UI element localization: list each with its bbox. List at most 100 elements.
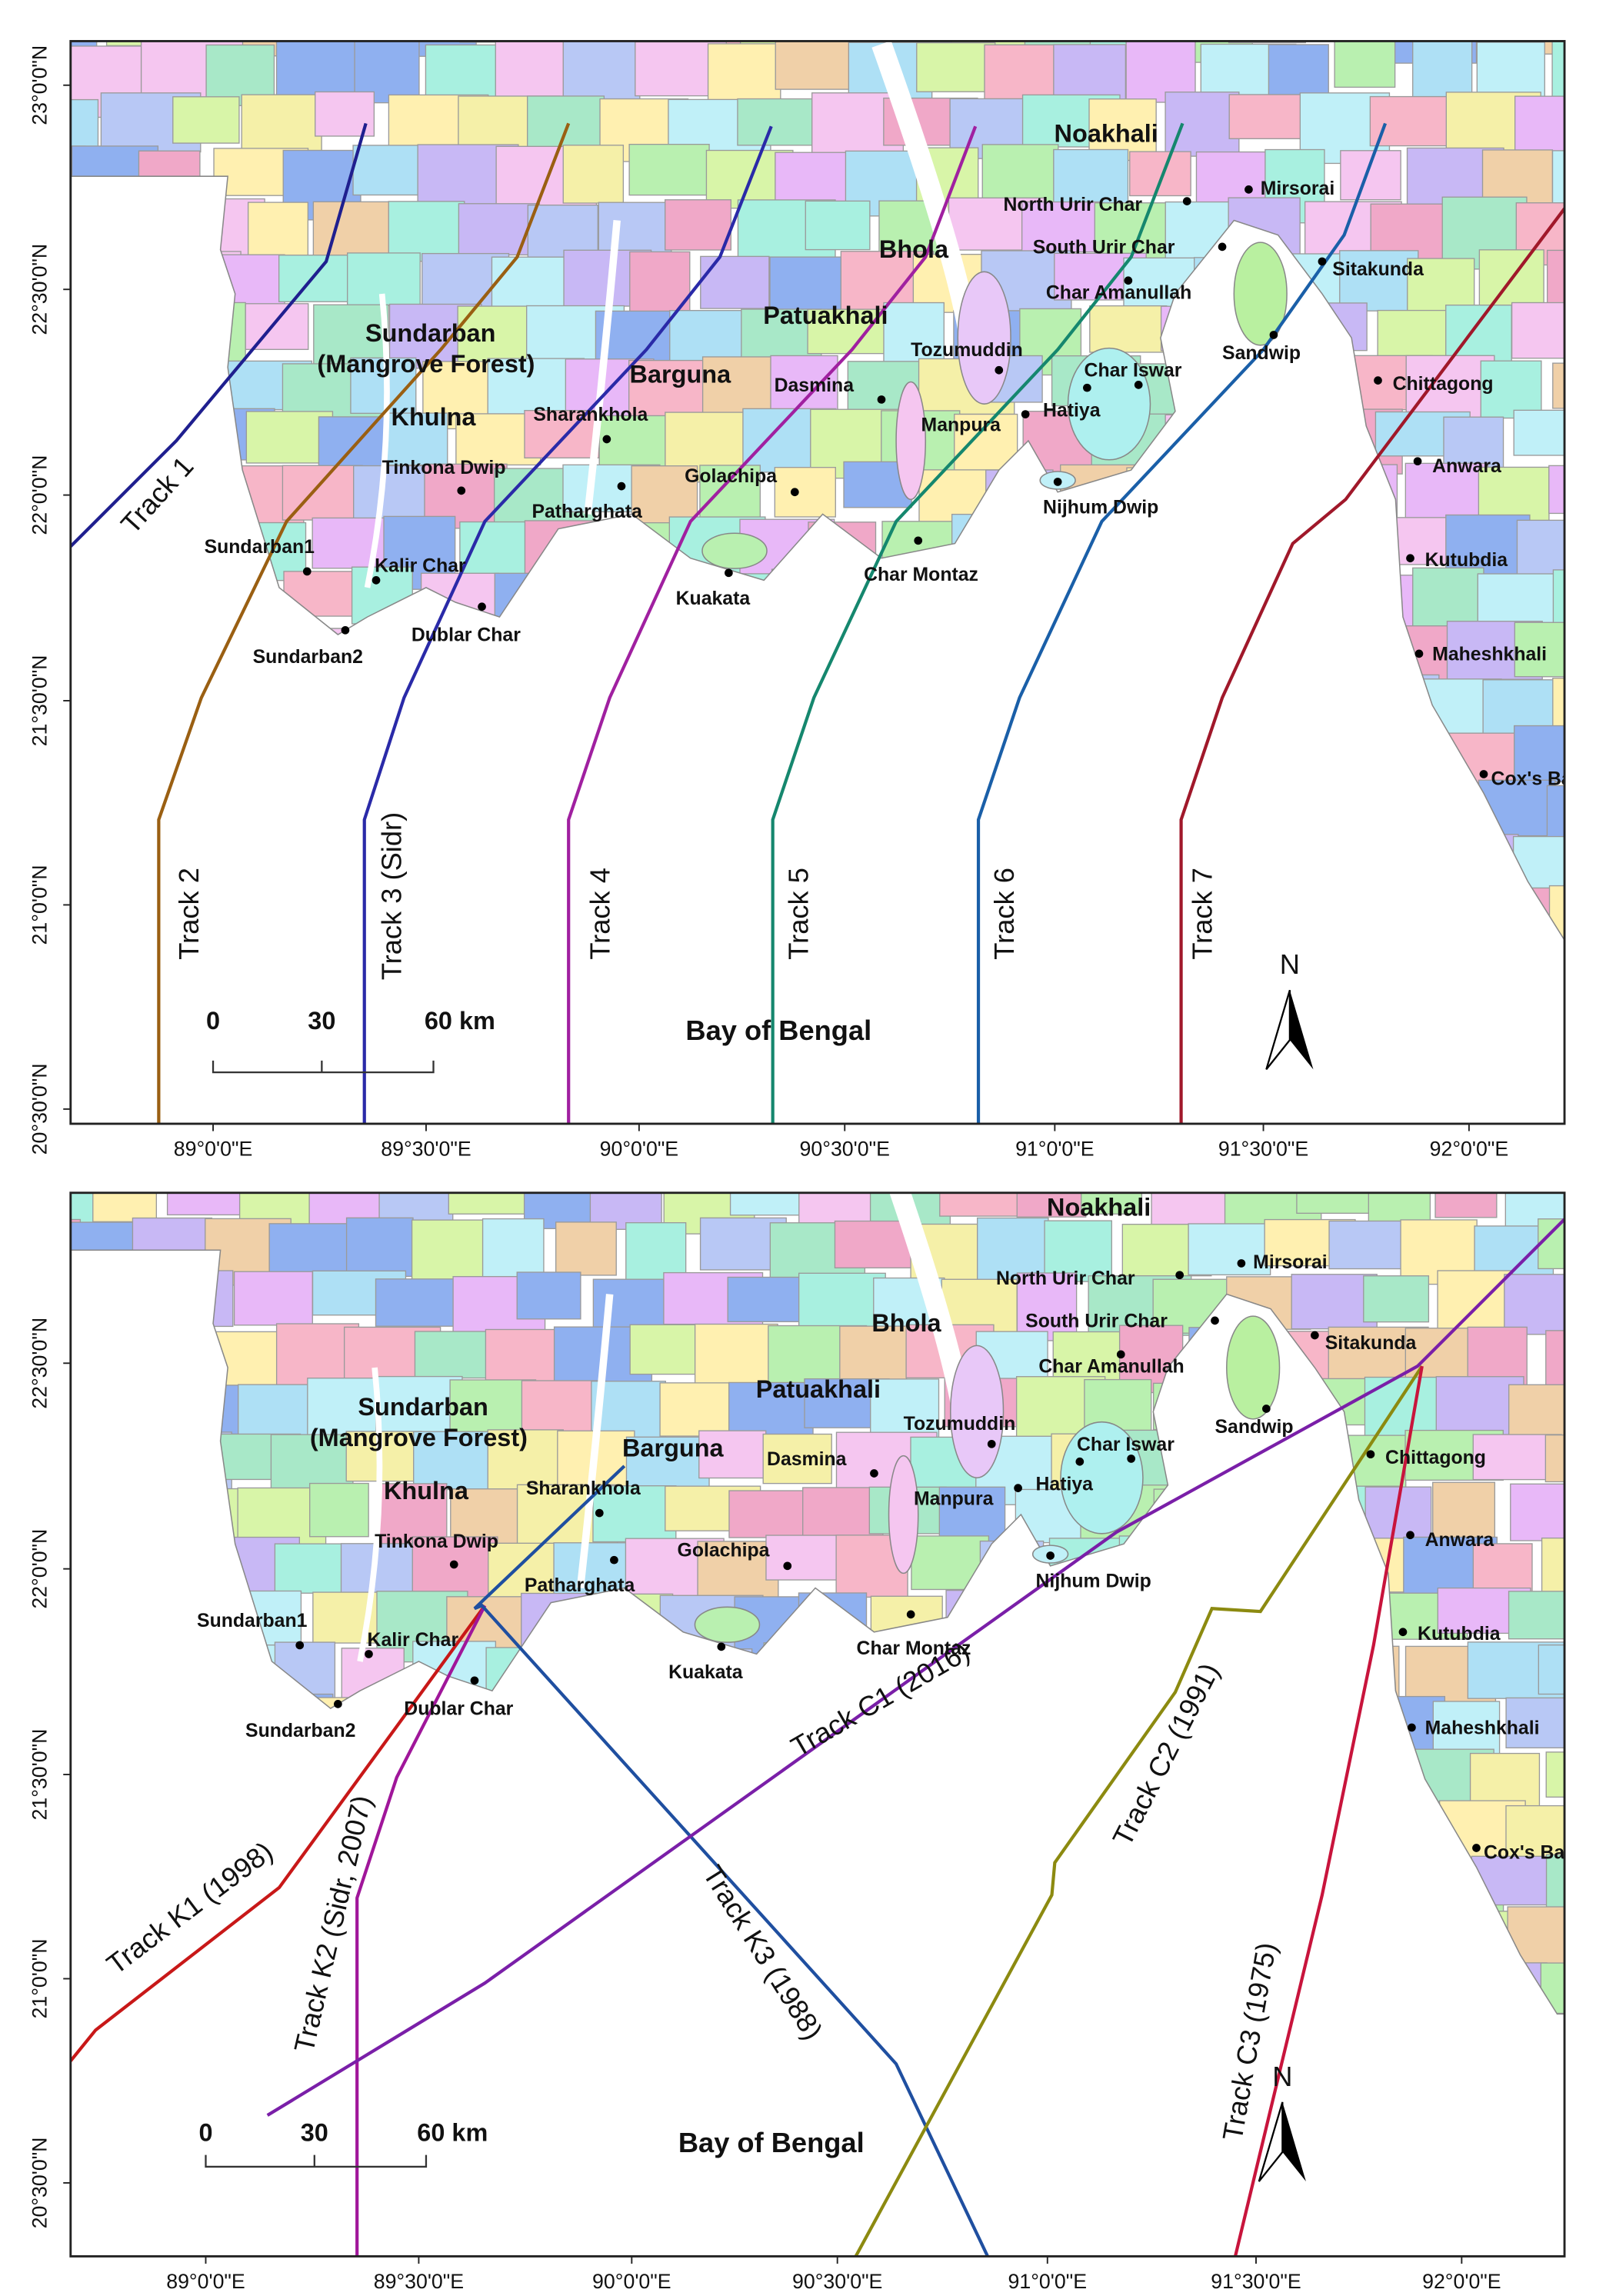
place-dot: [295, 1641, 305, 1650]
region-label: Patuakhali: [756, 1375, 881, 1403]
district: [516, 1271, 581, 1320]
island: [1060, 1421, 1144, 1535]
place-label: Mirsorai: [1253, 1252, 1328, 1273]
place-label: Dasmina: [767, 1449, 847, 1470]
place-label: Chittagong: [1385, 1448, 1486, 1468]
track-label: Track 4: [585, 868, 616, 960]
island: [888, 1455, 919, 1575]
place-dot: [602, 435, 611, 444]
x-axis-label: 90°30'0"E: [800, 1137, 890, 1160]
region-label: Patuakhali: [763, 302, 888, 329]
place-label: Sandwip: [1222, 343, 1301, 364]
place-label: Tozumuddin: [911, 340, 1023, 361]
district: [270, 1434, 354, 1491]
place-dot: [1134, 381, 1143, 389]
cyclone-track: [1233, 1365, 1424, 2257]
region-label: (Mangrove Forest): [310, 1424, 528, 1451]
place-label: Manpura: [921, 415, 1001, 435]
cyclone-track: [567, 125, 978, 1124]
island: [895, 381, 927, 501]
y-axis-label: 23°0'0"N: [28, 45, 52, 125]
place-label: Golachipa: [678, 1540, 770, 1561]
district: [1544, 1434, 1565, 1483]
district: [166, 1192, 245, 1216]
x-axis-label: 92°0'0"E: [1422, 2270, 1501, 2293]
cyclone-track: [976, 122, 1388, 1124]
scale-bar: [205, 2154, 428, 2168]
district: [1538, 1644, 1565, 1695]
x-axis-label: 90°0'0"E: [600, 1137, 679, 1160]
place-label: Kalir Char: [375, 556, 466, 577]
place-dot: [449, 1560, 458, 1569]
district: [555, 1221, 617, 1276]
place-dot: [1124, 276, 1133, 285]
island: [957, 271, 1011, 405]
district: [275, 41, 368, 98]
y-axis-label: 22°0'0"N: [28, 1529, 52, 1609]
x-axis-label: 90°0'0"E: [592, 2270, 671, 2293]
district: [350, 357, 417, 415]
place-label: Golachipa: [685, 466, 777, 487]
district: [375, 1375, 463, 1435]
y-axis-label: 20°30'0"N: [28, 2138, 52, 2229]
district: [1552, 677, 1565, 737]
place-dot: [870, 1469, 878, 1478]
place-dot: [1127, 1455, 1136, 1463]
cyclone-track: [157, 122, 571, 1124]
place-label: Sundarban1: [205, 537, 315, 558]
region-label: Sundarban: [358, 1393, 488, 1421]
track-label: Track 5: [783, 868, 815, 960]
place-label: Nijhum Dwip: [1036, 1571, 1151, 1591]
place-label: Maheshkhali: [1425, 1718, 1540, 1738]
district: [665, 199, 732, 251]
x-axis-label: 90°30'0"E: [792, 2270, 882, 2293]
y-axis-label: 21°0'0"N: [28, 865, 52, 945]
place-dot: [1366, 1450, 1375, 1459]
district: [375, 1278, 454, 1327]
cyclone-track: [771, 122, 1185, 1124]
scale-label: 0: [206, 1007, 220, 1035]
y-axis-label: 21°30'0"N: [28, 655, 52, 747]
place-label: Sundarban2: [253, 647, 363, 668]
district: [592, 1485, 677, 1543]
x-axis-label: 89°30'0"E: [374, 2270, 464, 2293]
place-dot: [1262, 1405, 1271, 1413]
cyclone-track: [854, 1365, 1424, 2257]
region-label: Barguna: [630, 360, 732, 388]
coastline: [70, 175, 1565, 941]
district: [774, 467, 836, 518]
scale-label: 60 km: [425, 1007, 495, 1035]
place-dot: [1075, 1457, 1085, 1466]
region-label: Bhola: [871, 1309, 941, 1337]
district: [1551, 150, 1565, 220]
place-dot: [1053, 478, 1062, 486]
place-label: Sundarban2: [245, 1721, 355, 1741]
district: [414, 1331, 489, 1379]
district: [883, 302, 945, 364]
place-dot: [1479, 770, 1488, 778]
place-label: Hatiya: [1036, 1474, 1094, 1495]
place-label: Tinkona Dwip: [382, 458, 506, 478]
place-dot: [1413, 457, 1422, 466]
y-axis-label: 22°30'0"N: [28, 244, 52, 335]
district: [388, 201, 465, 262]
island: [701, 532, 768, 569]
district: [562, 145, 625, 204]
place-dot: [1414, 649, 1424, 658]
district: [172, 96, 240, 144]
scale-bar: [212, 1060, 435, 1074]
place-dot: [987, 1439, 996, 1448]
district: [1552, 362, 1565, 409]
north-arrow: [1289, 990, 1314, 1070]
district: [385, 412, 448, 466]
district: [1053, 148, 1129, 205]
cyclone-track: [473, 1465, 990, 2257]
district: [625, 1221, 687, 1281]
place-label: Maheshkhali: [1432, 644, 1547, 665]
cyclone-track: [70, 1605, 487, 2062]
place-label: Kutubdia: [1425, 550, 1508, 571]
north-arrow: [1282, 2101, 1306, 2182]
island: [694, 1606, 761, 1643]
district: [233, 1271, 313, 1326]
